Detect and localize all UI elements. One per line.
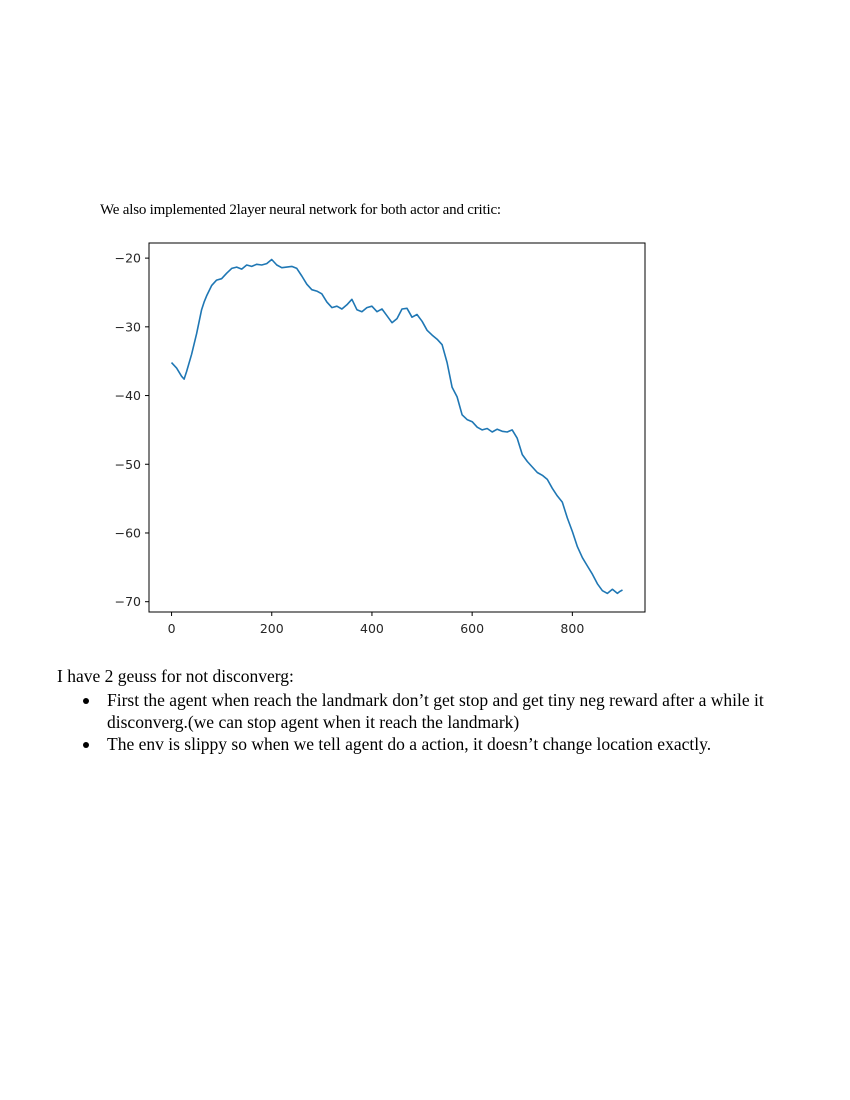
y-tick-label: −50	[115, 457, 141, 472]
y-tick-label: −70	[115, 594, 141, 609]
bullet-icon	[83, 742, 89, 748]
list-item: First the agent when reach the landmark …	[80, 689, 800, 733]
guesses-list: First the agent when reach the landmark …	[80, 689, 800, 755]
y-tick-label: −40	[115, 388, 141, 403]
x-tick-label: 200	[260, 621, 284, 636]
y-tick-label: −30	[115, 319, 141, 334]
bullet-text: The env is slippy so when we tell agent …	[107, 734, 712, 754]
bullet-text: First the agent when reach the landmark …	[107, 690, 764, 732]
y-tick-label: −60	[115, 525, 141, 540]
plot-frame	[148, 242, 646, 613]
x-tick-label: 800	[560, 621, 584, 636]
x-tick-label: 600	[460, 621, 484, 636]
intro-text: We also implemented 2layer neural networ…	[100, 202, 501, 218]
bullet-icon	[83, 698, 89, 704]
list-item: The env is slippy so when we tell agent …	[80, 733, 800, 755]
guesses-heading: I have 2 geuss for not disconverg:	[57, 666, 294, 686]
y-axis-ticks: −20 −30 −40 −50 −60 −70	[115, 251, 149, 609]
x-tick-label: 0	[168, 621, 176, 636]
line-chart: 0 200 400 600 800 −20 −30 −40 −50 −60 −70	[115, 242, 646, 636]
series-line	[170, 258, 623, 595]
x-tick-label: 400	[360, 621, 384, 636]
y-tick-label: −20	[115, 251, 141, 266]
x-axis-ticks: 0 200 400 600 800	[168, 612, 584, 636]
